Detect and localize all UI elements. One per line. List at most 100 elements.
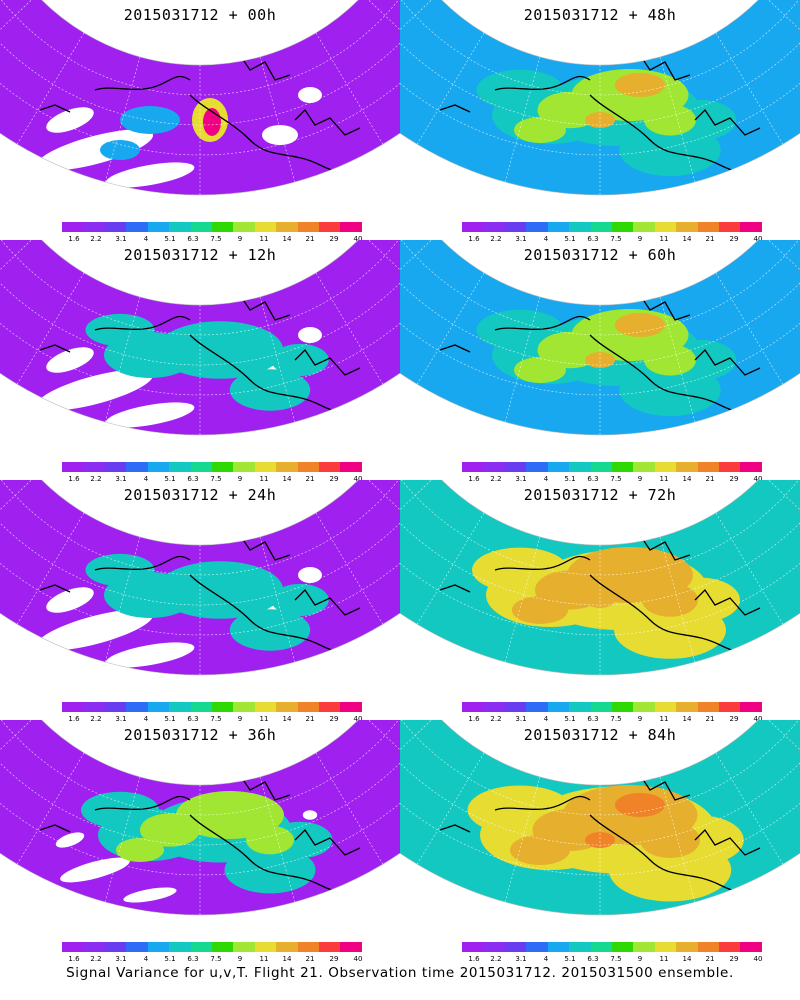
colorbar-label: 40 <box>753 955 763 963</box>
colorbar-segment <box>190 222 212 232</box>
colorbar-label: 2.2 <box>490 475 502 483</box>
colorbar-segment <box>697 702 720 712</box>
colorbar-label: 11 <box>259 235 269 243</box>
colorbar-segment <box>676 222 698 232</box>
colorbar-label: 1.6 <box>468 955 480 963</box>
colorbar-segment <box>340 702 362 712</box>
field-layer <box>0 240 400 435</box>
colorbar-segment <box>483 942 505 952</box>
colorbar-label: 40 <box>753 235 763 243</box>
map-boundary <box>400 480 800 676</box>
colorbar-label: 3.1 <box>115 475 127 483</box>
colorbar-segment <box>211 222 234 232</box>
colorbar <box>462 222 762 232</box>
colorbar-segment <box>297 702 320 712</box>
colorbar-segment <box>569 222 591 232</box>
field-layer <box>400 240 800 435</box>
colorbar-segment <box>547 462 570 472</box>
colorbar-segment <box>526 702 548 712</box>
graticule <box>400 240 800 435</box>
colorbar-segment <box>654 702 677 712</box>
colorbar-label: 6.3 <box>587 475 599 483</box>
variance-map <box>400 240 800 436</box>
colorbar-label: 7.5 <box>610 955 622 963</box>
colorbar-segment <box>190 462 212 472</box>
field-contour <box>55 832 85 848</box>
colorbar-labels: 1.6 2.2 3.1 4 5.1 6.3 7.5 9 11 14 21 29 40 <box>452 715 772 725</box>
field-layer <box>400 0 800 195</box>
colorbar-segment <box>719 702 741 712</box>
colorbar-segment <box>211 942 234 952</box>
colorbar-label: 6.3 <box>587 715 599 723</box>
colorbar-label: 21 <box>305 715 315 723</box>
colorbar-segment <box>104 222 127 232</box>
map-panel-84h: 2015031712 + 84h 1.6 2.2 3.1 4 5.1 6.3 7.5 9 11 14… <box>400 720 800 963</box>
colorbar-label: 1.6 <box>468 715 480 723</box>
field-contour <box>36 129 154 171</box>
colorbar-label: 29 <box>729 955 739 963</box>
field-contour <box>298 327 322 343</box>
field-contour <box>642 583 698 617</box>
graticule <box>0 480 400 675</box>
colorbar-segment <box>104 462 127 472</box>
colorbar-label: 14 <box>682 235 692 243</box>
graticule <box>0 240 400 435</box>
field-contour <box>246 825 294 855</box>
variance-map <box>0 240 400 436</box>
colorbar-label: 3.1 <box>515 955 527 963</box>
variance-map <box>0 0 400 196</box>
panel-title: 2015031712 + 36h <box>123 726 277 744</box>
field-contour <box>224 846 316 894</box>
colorbar-segment <box>340 942 362 952</box>
colorbar-label: 7.5 <box>210 475 222 483</box>
colorbar-segment <box>190 942 212 952</box>
colorbar-label: 6.3 <box>187 235 199 243</box>
colorbar-label: 4 <box>543 475 549 483</box>
field-contour <box>615 793 665 817</box>
colorbar-label: 5.1 <box>164 955 176 963</box>
field-contour <box>271 343 329 377</box>
variance-map <box>400 480 800 676</box>
colorbar-segment <box>83 702 105 712</box>
colorbar-segment <box>654 222 677 232</box>
colorbar-labels: 1.6 2.2 3.1 4 5.1 6.3 7.5 9 11 14 21 29 40 <box>452 235 772 245</box>
colorbar-label: 1.6 <box>68 715 80 723</box>
colorbar-segment <box>147 942 170 952</box>
colorbar-segment <box>611 702 634 712</box>
colorbar-segment <box>590 702 612 712</box>
colorbar-label: 2.2 <box>490 715 502 723</box>
colorbar-segment <box>62 702 84 712</box>
field-contour <box>298 87 322 103</box>
colorbar-label: 2.2 <box>490 235 502 243</box>
colorbar-segment <box>740 942 762 952</box>
colorbar-segment <box>462 702 484 712</box>
map-panel-72h: 2015031712 + 72h 1.6 2.2 3.1 4 5.1 6.3 7.5 9 11 14… <box>400 480 800 723</box>
colorbar-segment <box>83 462 105 472</box>
colorbar-label: 5.1 <box>164 475 176 483</box>
field-contour <box>46 347 94 373</box>
colorbar-segment <box>211 702 234 712</box>
colorbar-label: 9 <box>237 235 243 243</box>
colorbar-segment <box>462 222 484 232</box>
panel-title: 2015031712 + 48h <box>523 6 677 24</box>
colorbar <box>462 942 762 952</box>
field-contour <box>476 69 564 111</box>
colorbar-label: 14 <box>282 955 292 963</box>
colorbar-segment <box>504 222 527 232</box>
colorbar-label: 11 <box>259 475 269 483</box>
variance-map <box>400 720 800 916</box>
colorbar-label: 40 <box>353 475 363 483</box>
colorbar-segment <box>633 462 655 472</box>
graticule <box>0 0 400 195</box>
colorbar-segment <box>233 222 255 232</box>
panel-title: 2015031712 + 12h <box>123 246 277 264</box>
field-contour <box>514 117 566 143</box>
colorbar-segment <box>254 462 277 472</box>
colorbar-segment <box>547 942 570 952</box>
colorbar-segment <box>740 222 762 232</box>
colorbar-label: 1.6 <box>68 475 80 483</box>
graticule <box>400 480 800 675</box>
colorbar-label: 4 <box>143 955 149 963</box>
colorbar-segment <box>526 942 548 952</box>
field-contour <box>512 596 568 624</box>
